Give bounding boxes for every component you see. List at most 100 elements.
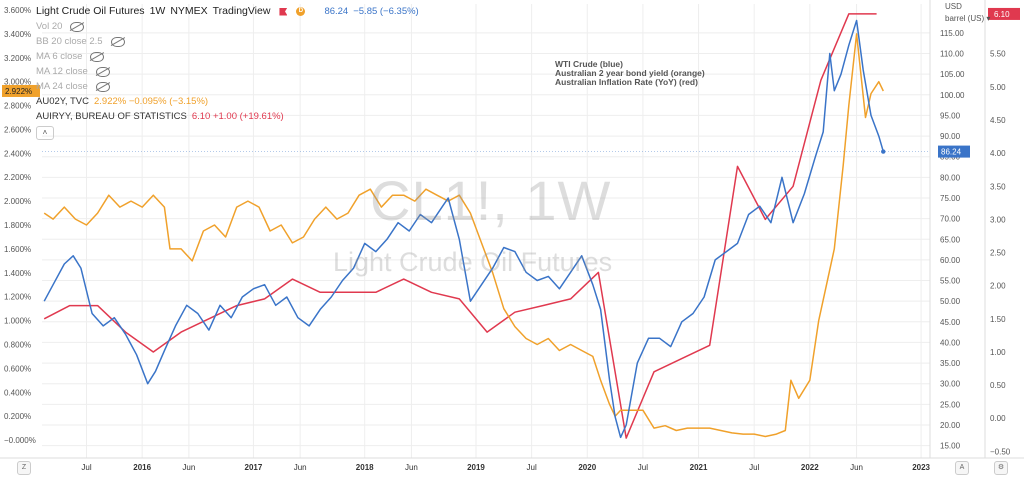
auto-scale-button[interactable]: A [955,461,969,475]
left-axis-tick-label: 1.000% [4,317,31,326]
mid-axis-tick-label: 50.00 [940,297,961,306]
time-axis-tick-label: 2022 [801,463,819,472]
right-axis-tick-label: −0.50 [990,447,1011,456]
mid-axis-tick-label: 110.00 [940,50,964,59]
dividends-icon[interactable]: D [296,7,306,16]
left-axis-tick-label: 2.200% [4,173,31,182]
right-axis-tick-label: 0.00 [990,414,1006,423]
indicator-row[interactable]: MA 6 close [36,49,419,64]
indicator-row[interactable]: Vol 20 [36,19,419,34]
left-axis-tick-label: 3.200% [4,54,31,63]
symbol-interval: 1W [149,5,166,17]
indicator-row[interactable]: BB 20 close 2.5 [36,34,419,49]
flag-icon[interactable] [279,7,288,16]
mid-axis-tick-label: 45.00 [940,318,961,327]
currency-label[interactable]: USD [945,2,962,11]
time-axis-tick-label: Jun [405,463,418,472]
time-axis-tick-label: Jul [638,463,648,472]
symbol-header[interactable]: Light Crude Oil Futures 1W NYMEX Trading… [36,4,419,19]
indicator-row[interactable]: MA 24 close [36,79,419,94]
left-axis-tick-label: 0.600% [4,364,31,373]
right-axis-tick-label: 4.50 [990,116,1006,125]
mid-axis-tick-label: 40.00 [940,338,961,347]
indicator-label: MA 6 close [36,51,83,62]
left-axis-tick-label: −0.000% [4,436,36,445]
zoom-reset-button[interactable]: Z [17,461,31,475]
indicator-label: MA 12 close [36,66,88,77]
time-axis-tick-label: 2018 [356,463,374,472]
mid-axis-tick-label: 115.00 [940,29,964,38]
left-axis-tick-label: 1.400% [4,269,31,278]
series-layer [43,13,885,439]
right-price-axis[interactable]: −0.50 0.00 0.50 1.00 1.50 2.00 2.50 3.00 3.50 4.0… [990,50,1011,457]
mid-axis-tick-label: 20.00 [940,421,961,430]
mid-price-axis[interactable]: 15.00 20.00 25.00 30.00 35.00 40.00 45.00 50.00… [940,29,965,451]
hidden-eye-icon[interactable] [95,66,110,77]
hidden-eye-icon[interactable] [95,81,110,92]
indicator-label: MA 24 close [36,81,88,92]
indicator-label: BB 20 close 2.5 [36,36,103,47]
overlay-row-auiry[interactable]: AUIRYY, BUREAU OF STATISTICS 6.10 +1.00 (… [36,109,419,124]
left-axis-tick-label: 2.400% [4,149,31,158]
chart-annotation: WTI Crude (blue) Australian 2 year bond … [555,60,705,87]
chevron-down-icon[interactable]: ▾ [986,14,991,23]
left-axis-tick-label: 0.800% [4,341,31,350]
watermark-symbol: CL1!, 1W [370,169,612,232]
indicator-label: Vol 20 [36,21,63,32]
mid-axis-tick-label: 95.00 [940,111,961,120]
mid-axis-tick-label: 105.00 [940,70,965,79]
mid-axis-tick-label: 15.00 [940,442,961,451]
right-axis-tick-label: 3.00 [990,215,1006,224]
annotation-line: Australian 2 year bond yield (orange) [555,68,705,78]
right-axis-tick-label: 5.50 [990,50,1006,59]
annotation-line: Australian Inflation Rate (YoY) (red) [555,77,698,87]
symbol-title: Light Crude Oil Futures [36,5,145,17]
left-axis-tick-label: 3.400% [4,30,31,39]
left-axis-tick-label: 0.200% [4,412,31,421]
series-line-inflation [43,13,877,439]
left-axis-tick-label: 2.600% [4,125,31,134]
symbol-price: 86.24 [324,6,349,17]
watermark-name: Light Crude Oil Futures [333,247,613,277]
overlay-values: 6.10 +1.00 (+19.61%) [191,111,284,122]
hidden-eye-icon[interactable] [110,36,125,47]
mid-axis-tick-label: 35.00 [940,359,961,368]
right-axis-tick-label: 1.00 [990,348,1006,357]
mid-axis-tick-label: 100.00 [940,91,965,100]
time-axis-tick-label: 2019 [467,463,485,472]
left-price-axis[interactable]: −0.000% 0.200% 0.400% 0.600% 0.800% 1.000% 1.2… [4,6,36,445]
legend-panel: Light Crude Oil Futures 1W NYMEX Trading… [36,4,419,140]
settings-icon[interactable]: ⚙ [994,461,1008,475]
hidden-eye-icon[interactable] [70,21,85,32]
time-axis[interactable]: Jul 2016 Jun 2017 Jun 2018 Jun 2019 Jul 2020 Jul 20… [81,463,930,472]
unit-label[interactable]: barrel (US) ▾ [945,14,990,23]
right-axis-tick-label: 5.00 [990,83,1006,92]
left-axis-tick-label: 3.000% [4,78,31,87]
bond-yield-badge-text: 2.922% [5,87,32,96]
left-axis-tick-label: 2.800% [4,102,31,111]
bond-yield-badge [2,84,40,97]
symbol-change: −5.85 (−6.35%) [353,6,419,17]
overlay-row-au02y[interactable]: AU02Y, TVC 2.922% −0.095% (−3.15%) [36,94,419,109]
unit-text: barrel (US) [945,14,985,23]
hidden-eye-icon[interactable] [90,51,105,62]
annotation-line: WTI Crude (blue) [555,59,623,69]
left-axis-tick-label: 1.200% [4,293,31,302]
time-axis-tick-label: Jun [850,463,863,472]
time-axis-tick-label: 2020 [578,463,596,472]
right-axis-tick-label: 1.50 [990,315,1006,324]
time-axis-tick-label: 2021 [690,463,708,472]
collapse-legend-button[interactable]: ˄ [36,126,54,140]
time-axis-tick-label: Jun [182,463,195,472]
last-point-dot [881,149,886,154]
symbol-exchange: NYMEX [170,5,208,17]
mid-axis-tick-label: 30.00 [940,380,961,389]
right-axis-tick-label: 2.00 [990,282,1006,291]
right-axis-tick-label: 3.50 [990,182,1006,191]
indicator-row[interactable]: MA 12 close [36,64,419,79]
time-axis-tick-label: 2023 [912,463,930,472]
overlay-label: AUIRYY, BUREAU OF STATISTICS [36,111,187,122]
time-axis-tick-label: 2016 [133,463,151,472]
left-axis-tick-label: 0.400% [4,388,31,397]
